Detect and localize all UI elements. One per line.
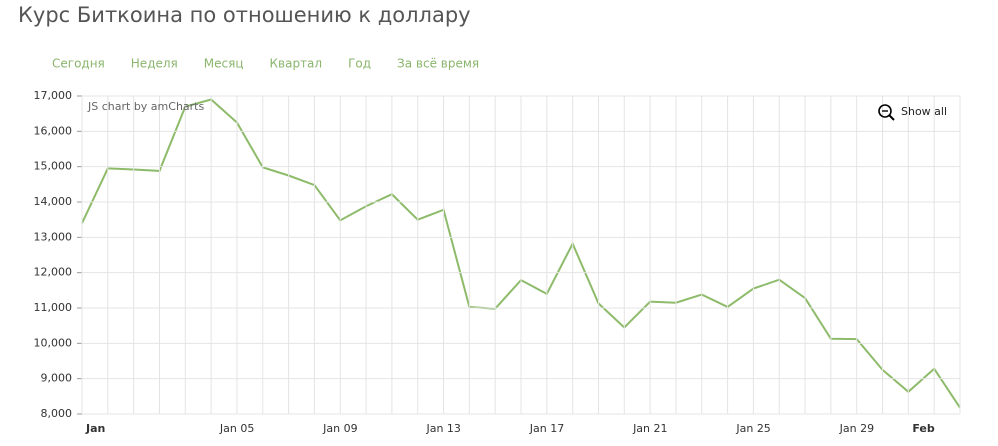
x-tick-label: Jan 29: [839, 422, 874, 435]
chart-title: Курс Биткоина по отношению к доллару: [18, 3, 471, 27]
x-tick-label: Jan 21: [632, 422, 667, 435]
tab[interactable]: Сегодня: [52, 57, 105, 71]
x-tick-label: Jan 25: [735, 422, 770, 435]
x-tick-label: Jan: [85, 422, 105, 435]
y-tick-label: 16,000: [34, 124, 73, 137]
y-tick-label: 15,000: [34, 160, 73, 173]
tab[interactable]: За всё время: [397, 57, 479, 71]
zoom-icon-handle: [888, 114, 895, 121]
y-tick-label: 11,000: [34, 301, 73, 314]
watermark[interactable]: JS chart by amCharts: [87, 100, 204, 113]
x-tick-label: Jan 13: [425, 422, 460, 435]
zoom-button[interactable]: Show all: [878, 104, 947, 121]
zoom-button-label[interactable]: Show all: [901, 105, 947, 118]
tab[interactable]: Год: [348, 57, 371, 71]
y-tick-label: 10,000: [34, 336, 73, 349]
zoom-icon: [878, 104, 892, 118]
y-tick-label: 8,000: [41, 407, 73, 420]
x-tick-label: Jan 17: [529, 422, 564, 435]
x-tick-label: Feb: [912, 422, 935, 435]
tab[interactable]: Месяц: [204, 57, 244, 71]
y-tick-label: 9,000: [41, 372, 73, 385]
tab[interactable]: Неделя: [131, 57, 178, 71]
tab[interactable]: Квартал: [270, 57, 323, 71]
y-tick-label: 14,000: [34, 195, 73, 208]
x-tick-label: Jan 05: [219, 422, 254, 435]
x-tick-label: Jan 09: [322, 422, 357, 435]
y-tick-label: 12,000: [34, 266, 73, 279]
y-tick-label: 13,000: [34, 230, 73, 243]
y-tick-label: 17,000: [34, 89, 73, 102]
